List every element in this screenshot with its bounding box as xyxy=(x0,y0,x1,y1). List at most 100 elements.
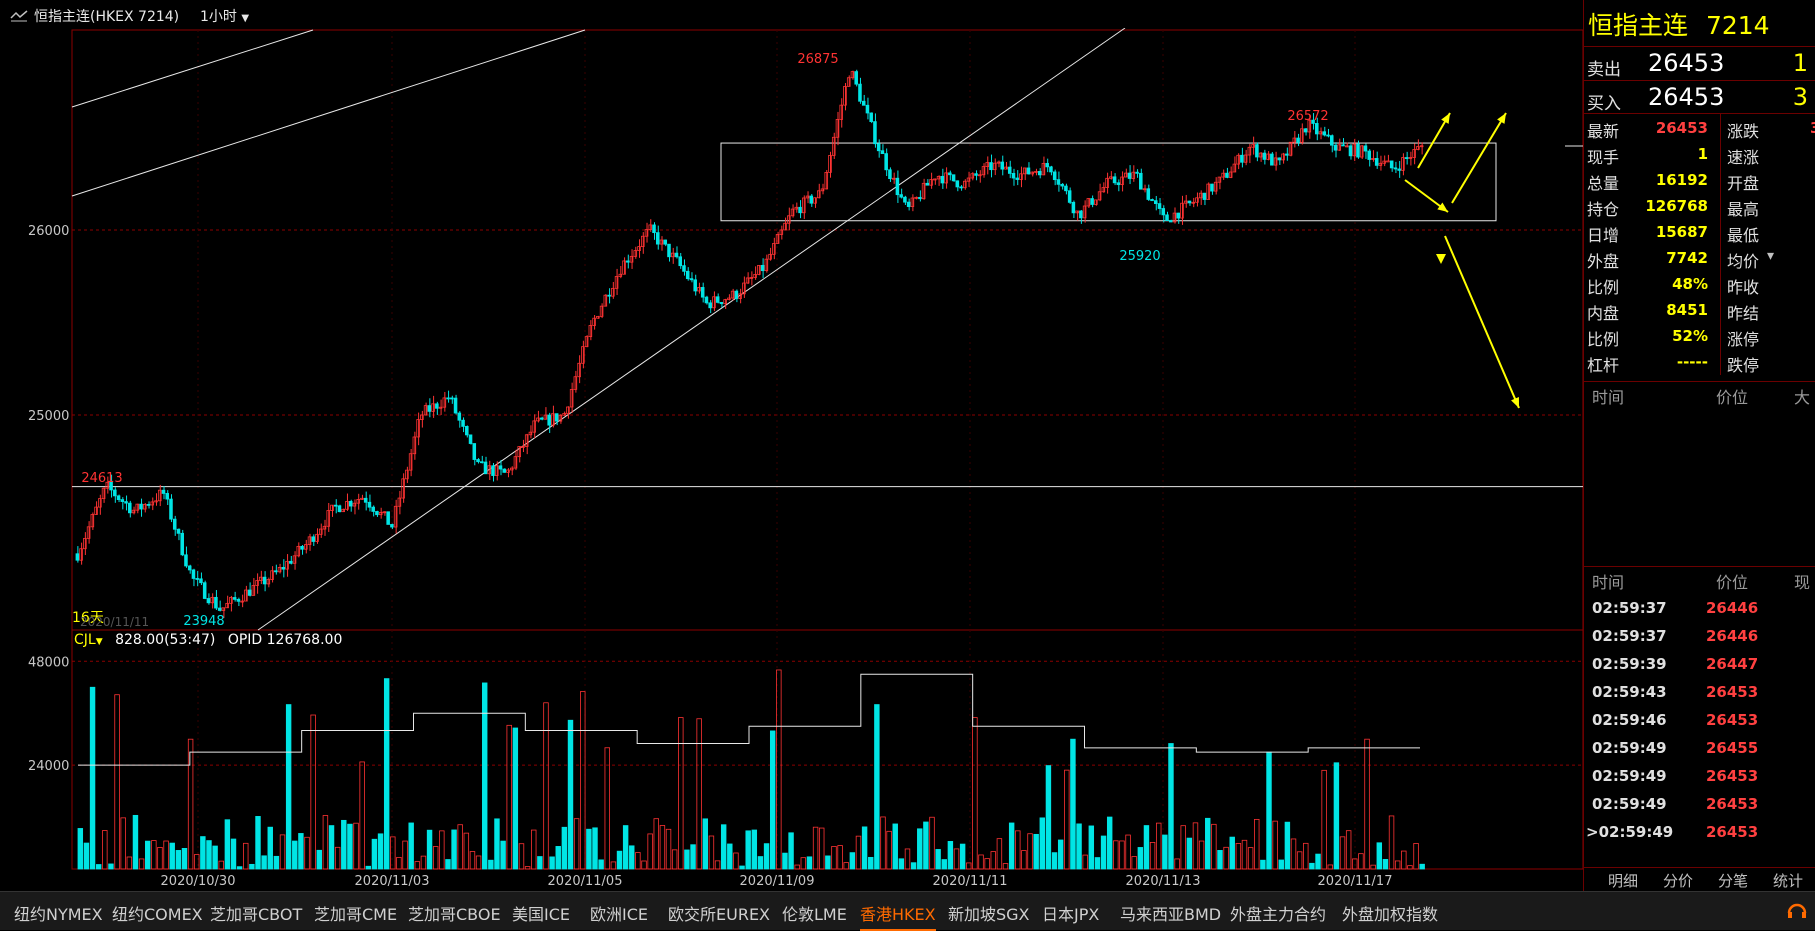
volume-bar xyxy=(212,845,218,870)
market-tab[interactable]: 外盘加权指数 xyxy=(1342,905,1439,924)
candle-body xyxy=(251,585,256,596)
candle-body xyxy=(1315,123,1319,135)
arrow-up-short-head xyxy=(1441,113,1450,124)
market-tab[interactable]: 日本JPX xyxy=(1042,905,1100,924)
volume-bar xyxy=(1008,822,1015,870)
arrow-marker xyxy=(1436,254,1446,264)
candle-body xyxy=(704,296,709,304)
volume-bar xyxy=(1370,864,1376,870)
chevron-down-icon[interactable]: ▾ xyxy=(1767,248,1775,264)
market-tab[interactable]: 美国ICE xyxy=(512,905,571,924)
candle-body xyxy=(348,501,353,507)
candle-body xyxy=(513,456,518,469)
quote-tab-0[interactable]: 明细 xyxy=(1608,872,1639,890)
candle-body xyxy=(1303,128,1308,133)
candle-body xyxy=(277,567,282,573)
volume-bar xyxy=(659,825,666,870)
candle-body xyxy=(963,180,967,189)
volume-bar xyxy=(1198,840,1205,870)
market-tab[interactable]: 芝加哥CME xyxy=(314,905,398,924)
volume-bar xyxy=(739,865,745,870)
candle-body xyxy=(861,100,866,106)
quote-tab-2[interactable]: 分笔 xyxy=(1718,872,1749,890)
candle-body xyxy=(536,417,540,422)
candle-body xyxy=(517,446,521,458)
candle-body xyxy=(618,273,623,277)
candle-body xyxy=(607,294,611,297)
candle-body xyxy=(1120,176,1124,186)
candle-body xyxy=(225,602,229,609)
candle-body xyxy=(921,182,926,200)
candle-body xyxy=(1363,145,1368,152)
volume-bar xyxy=(1051,852,1058,870)
candle-body xyxy=(1049,166,1053,173)
market-tab[interactable]: 香港HKEX xyxy=(860,901,936,931)
candle-body xyxy=(547,414,551,426)
candle-body xyxy=(199,578,203,584)
candle-body xyxy=(1401,157,1405,171)
market-tab[interactable]: 伦敦LME xyxy=(782,905,847,924)
volume-bar xyxy=(353,822,359,870)
candle-body xyxy=(802,197,806,214)
volume-bar xyxy=(157,846,163,870)
candle-body xyxy=(236,598,241,602)
stat-row: 日增 15687 最低 xyxy=(1584,219,1815,245)
quote-tab-1[interactable]: 分价 xyxy=(1663,872,1694,890)
volume-bar xyxy=(457,824,463,870)
volume-bar xyxy=(206,840,212,870)
candle-body xyxy=(202,582,207,599)
volume-bar xyxy=(861,826,868,870)
volume-bar xyxy=(849,852,856,870)
volume-bar xyxy=(1186,837,1193,870)
arrow-down-long-head xyxy=(1511,397,1519,408)
market-tab[interactable]: 新加坡SGX xyxy=(948,905,1030,924)
ticks-header: 时间 价位 现 xyxy=(1584,566,1815,592)
candle-body xyxy=(1026,167,1031,175)
market-tab[interactable]: 欧洲ICE xyxy=(590,905,649,924)
indicator-selector[interactable]: CJL▼ xyxy=(74,632,103,648)
candle-body xyxy=(543,414,548,420)
volume-bar xyxy=(187,738,194,870)
market-tab[interactable]: 欧交所EUREX xyxy=(668,905,771,924)
volume-bar xyxy=(261,855,267,870)
candle-body xyxy=(1217,176,1222,183)
candle-body xyxy=(498,465,503,470)
candle-body xyxy=(326,510,331,527)
stat-label: 比例 xyxy=(1587,330,1620,349)
candle-body xyxy=(1195,197,1199,203)
quote-name: 恒指主连 xyxy=(1588,11,1689,40)
market-tab[interactable]: 纽约COMEX xyxy=(112,905,203,924)
candle-body xyxy=(1285,153,1289,156)
volume-bar xyxy=(506,724,512,870)
market-tab[interactable]: 芝加哥CBOT xyxy=(210,905,303,924)
volume-bar xyxy=(1260,859,1266,870)
candle-body xyxy=(1258,152,1263,158)
market-tab[interactable]: 马来西亚BMD xyxy=(1120,905,1222,924)
candle-body xyxy=(281,567,286,570)
tick-time: 02:59:49 xyxy=(1592,739,1667,757)
candlestick-chart[interactable]: 26000 25000 48000 24000 2020/10/30 2020/11/03… xyxy=(0,0,1583,891)
volume-bar xyxy=(439,830,445,870)
candle-body xyxy=(360,497,364,500)
candle-body xyxy=(959,186,963,189)
candle-body xyxy=(985,162,990,167)
market-tab[interactable]: 外盘主力合约 xyxy=(1230,905,1327,924)
volume-bar xyxy=(1070,738,1076,870)
volume-bar xyxy=(1235,843,1242,870)
candle-body xyxy=(813,197,817,204)
volume-bar xyxy=(604,747,610,870)
candle-body xyxy=(113,489,117,497)
chart-type-icon[interactable] xyxy=(10,7,28,22)
candle-body xyxy=(367,501,372,508)
volume-bar xyxy=(518,843,525,870)
candle-body xyxy=(809,195,814,204)
stat-label-right: 最低 xyxy=(1727,226,1760,245)
market-tab[interactable]: 芝加哥CBOE xyxy=(408,905,501,924)
headset-icon[interactable] xyxy=(1786,900,1808,920)
candle-body xyxy=(955,180,960,188)
period-selector[interactable]: 1小时 ▼ xyxy=(200,6,249,26)
volume-bar xyxy=(304,836,310,870)
volume-bar xyxy=(432,846,439,870)
market-tab[interactable]: 纽约NYMEX xyxy=(14,905,103,924)
quote-tab-3[interactable]: 统计 xyxy=(1773,872,1804,890)
